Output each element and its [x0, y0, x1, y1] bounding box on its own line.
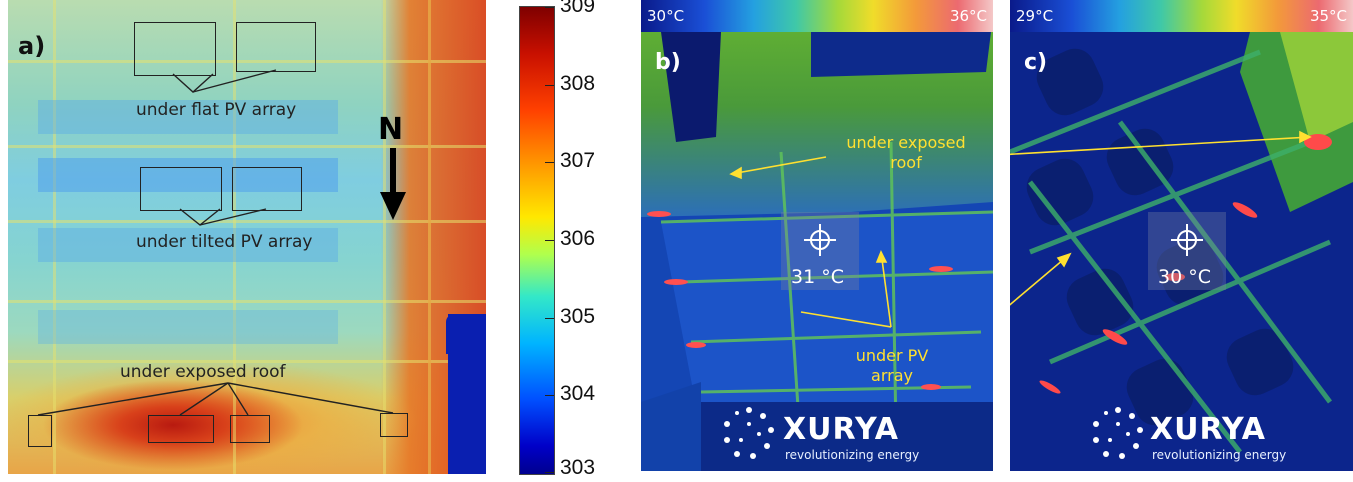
colorbar-tick-label: 309: [560, 0, 596, 17]
thermal-image-c: 29°C 35°C: [1010, 0, 1353, 471]
colorbar-tick: [545, 472, 554, 473]
colorbar-tick-label: 306: [560, 227, 596, 250]
roof-seam: [8, 60, 486, 63]
exposed-roof-box: [28, 415, 52, 447]
label-exposed-roof-b: under exposed roof: [831, 133, 981, 173]
colorbar-tick-label: 307: [560, 149, 596, 172]
label-flat-array: under flat PV array: [136, 100, 297, 120]
crosshair-box-b: [781, 212, 859, 290]
colorbar-tick: [545, 395, 554, 396]
temperature-scale-b: 30°C 36°C: [641, 0, 993, 32]
colorbar-tick: [545, 162, 554, 163]
cool-band: [38, 158, 338, 192]
roof-seam: [233, 0, 236, 474]
roof-seam: [8, 300, 486, 303]
label-exposed-roof: under exposed roof: [120, 362, 286, 382]
crosshair-icon: [1171, 224, 1203, 256]
roof-seam: [383, 0, 386, 474]
colorbar-tick-label: 304: [560, 382, 596, 405]
exposed-roof-box: [230, 415, 270, 443]
colorbar-tick: [545, 85, 554, 86]
label-pv-line-1: under PV: [855, 346, 929, 365]
crosshair-icon: [804, 224, 836, 256]
cold-zone: [446, 314, 470, 354]
xurya-logo-text-c: XURYA: [1150, 412, 1267, 447]
label-tilted-array: under tilted PV array: [136, 232, 313, 252]
flat-array-box: [236, 22, 316, 72]
colorbar-tick-label: 303: [560, 456, 596, 479]
panel-letter-c: c): [1024, 50, 1048, 75]
colorbar-tick-label: 308: [560, 72, 596, 95]
label-exposed-line-2: roof: [890, 153, 922, 172]
colorbar-tick: [545, 7, 554, 8]
thermal-scene-b: [641, 32, 993, 471]
scale-min-b: 30°C: [647, 7, 685, 25]
panel-letter-a: a): [18, 32, 46, 60]
scale-min-c: 29°C: [1016, 7, 1054, 25]
xurya-tagline-c: revolutionizing energy: [1152, 448, 1287, 462]
center-temp-b: 31 °C: [791, 266, 844, 288]
thermal-scene-c: [1010, 32, 1353, 471]
crosshair-box-c: [1148, 212, 1226, 290]
xurya-logo-icon: [1093, 407, 1143, 459]
tilted-array-box: [232, 167, 302, 211]
roof-seam: [53, 0, 56, 474]
label-pv-array-b: under PV array: [837, 346, 947, 386]
thermal-map-a: a) under flat PV array under tilted PV a…: [8, 0, 486, 474]
exposed-roof-box: [380, 413, 408, 437]
roof-seam: [8, 360, 486, 363]
colorbar-tick: [545, 318, 554, 319]
label-pv-line-2: array: [871, 366, 913, 385]
panel-letter-b: b): [655, 50, 681, 75]
scale-max-b: 36°C: [949, 7, 987, 25]
scale-max-c: 35°C: [1309, 7, 1347, 25]
colorbar-tick: [545, 240, 554, 241]
exposed-roof-box: [148, 415, 214, 443]
colorbar-tick-label: 305: [560, 305, 596, 328]
label-connectors: [37, 69, 406, 416]
cool-band: [38, 228, 338, 262]
xurya-logo-text-b: XURYA: [783, 412, 900, 447]
label-exposed-line-1: under exposed: [846, 133, 966, 152]
roof-seam: [8, 220, 486, 223]
center-temp-c: 30 °C: [1158, 266, 1211, 288]
xurya-tagline-b: revolutionizing energy: [785, 448, 920, 462]
north-label: N: [378, 112, 404, 147]
roof-seam: [8, 145, 486, 148]
xurya-logo-icon: [724, 407, 774, 459]
temperature-scale-c: 29°C 35°C: [1010, 0, 1353, 32]
roof-seam: [428, 0, 431, 474]
thermal-image-b: 30°C 36°C: [641, 0, 993, 471]
cool-band: [38, 100, 338, 134]
cool-band: [38, 310, 338, 344]
